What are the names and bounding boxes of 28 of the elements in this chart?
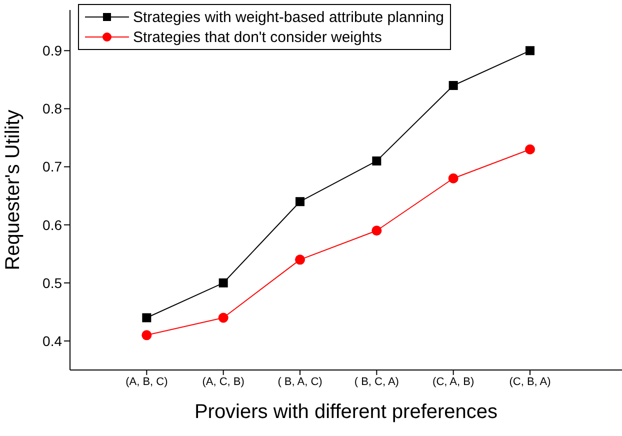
legend-label: Strategies with weight-based attribute planning <box>133 8 444 26</box>
legend-label: Strategies that don't consider weights <box>133 28 382 46</box>
y-tick-label: 0.8 <box>42 100 62 117</box>
point <box>218 312 228 323</box>
point <box>372 156 382 166</box>
point <box>142 313 152 322</box>
point <box>525 144 535 154</box>
point <box>526 46 534 56</box>
x-tick-label: (C, A, B) <box>432 376 474 388</box>
point <box>296 197 304 206</box>
x-tick-label: (A, C, B) <box>202 376 244 388</box>
x-tick-label: (A, B, C) <box>126 376 168 388</box>
point <box>295 254 305 265</box>
y-tick-label: 0.5 <box>42 274 62 291</box>
point <box>218 278 228 288</box>
y-tick-label: 0.6 <box>42 216 62 233</box>
point <box>372 226 382 236</box>
y-tick-label: 0.9 <box>42 42 62 59</box>
x-axis-title: Proviers with different preferences <box>194 401 498 423</box>
x-tick-label: (C, B, A) <box>509 376 551 388</box>
point <box>142 330 152 340</box>
y-tick-label: 0.4 <box>42 332 62 349</box>
y-tick-label: 0.7 <box>42 158 62 175</box>
x-tick-label: ( B, C, A) <box>354 376 399 388</box>
point <box>448 173 458 184</box>
x-tick-label: ( B, A, C) <box>278 376 322 388</box>
y-axis-title: Requester's Utility <box>2 110 24 270</box>
point <box>448 80 458 90</box>
